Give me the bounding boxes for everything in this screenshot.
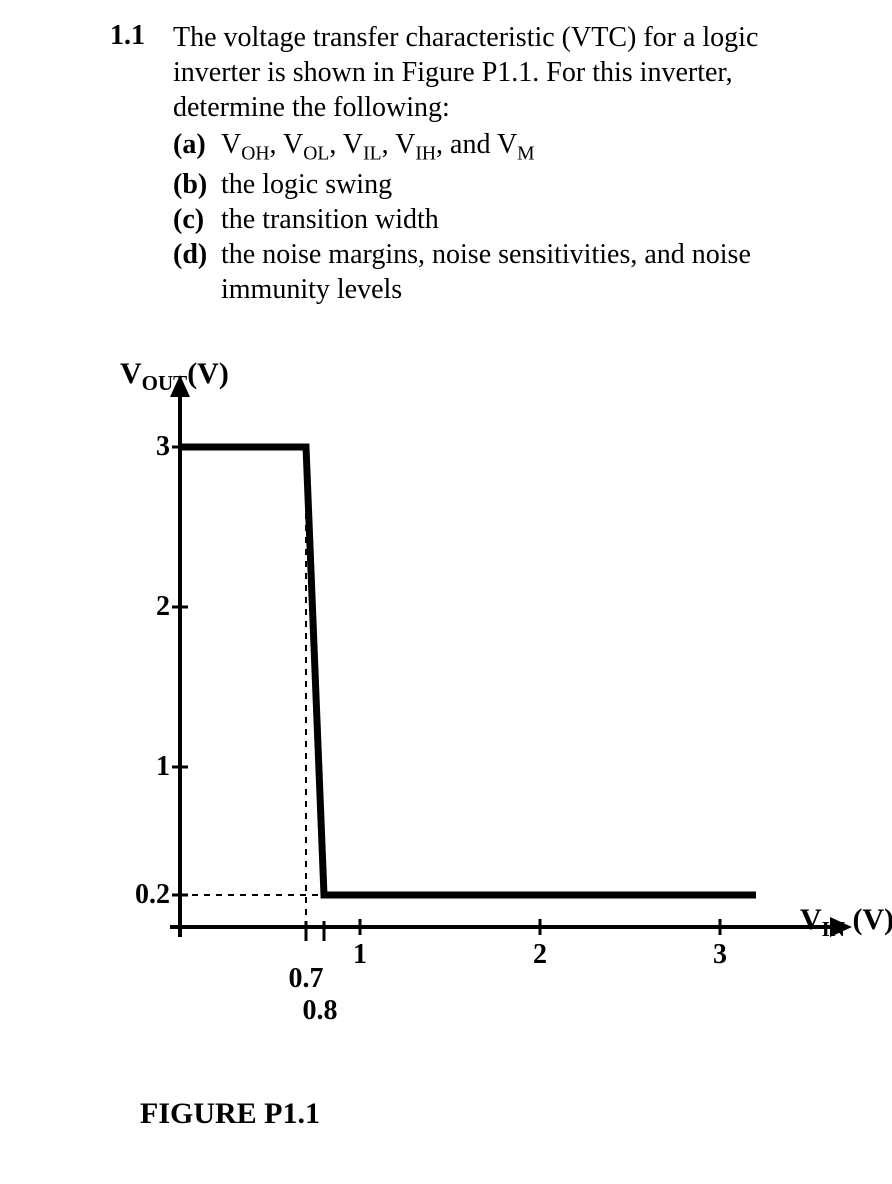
problem-part-c: (c) the transition width — [173, 202, 758, 237]
problem-number: 1.1 — [110, 20, 145, 307]
part-label: (c) — [173, 202, 215, 237]
y-tick-label: 0.2 — [116, 879, 170, 911]
y-axis-label: VOUT(V) — [120, 357, 229, 396]
part-text: the logic swing — [221, 167, 758, 202]
problem-stem-line: determine the following: — [173, 90, 758, 125]
page-root: 1.1 The voltage transfer characteristic … — [0, 0, 892, 1184]
y-tick-label: 2 — [126, 591, 170, 623]
part-text: the noise margins, noise sensitivities, … — [221, 237, 758, 272]
part-label: (b) — [173, 167, 215, 202]
problem-part-b: (b) the logic swing — [173, 167, 758, 202]
problem-part-d-cont: immunity levels — [221, 272, 758, 307]
x-extra-tick-label: 0.8 — [290, 995, 350, 1027]
problem-block: 1.1 The voltage transfer characteristic … — [60, 20, 852, 307]
vtc-chart: VOUT(V) 3 2 1 0.2 1 2 3 0.7 0.8 VIN (V) — [80, 367, 892, 1087]
vtc-svg — [80, 367, 892, 1007]
y-tick-label: 1 — [126, 751, 170, 783]
problem-parts: (a) VOH, VOL, VIL, VIH, and VM (b) the l… — [173, 127, 758, 307]
problem-part-d: (d) the noise margins, noise sensitiviti… — [173, 237, 758, 272]
x-tick-label: 1 — [342, 939, 378, 971]
x-axis-label: VIN (V) — [800, 903, 892, 942]
x-tick-label: 3 — [702, 939, 738, 971]
problem-stem-line: inverter is shown in Figure P1.1. For th… — [173, 55, 758, 90]
problem-stem-line: The voltage transfer characteristic (VTC… — [173, 20, 758, 55]
part-text: the transition width — [221, 202, 758, 237]
part-text: VOH, VOL, VIL, VIH, and VM — [221, 127, 758, 167]
problem-body: The voltage transfer characteristic (VTC… — [173, 20, 758, 307]
part-label: (d) — [173, 237, 215, 272]
problem-part-a: (a) VOH, VOL, VIL, VIH, and VM — [173, 127, 758, 167]
figure-caption: FIGURE P1.1 — [140, 1097, 852, 1131]
x-extra-tick-label: 0.7 — [276, 963, 336, 995]
x-tick-label: 2 — [522, 939, 558, 971]
y-tick-label: 3 — [126, 431, 170, 463]
part-label: (a) — [173, 127, 215, 167]
